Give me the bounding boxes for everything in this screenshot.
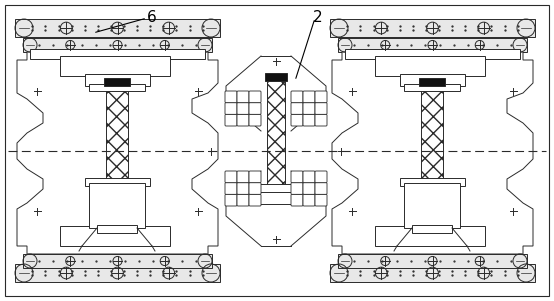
FancyBboxPatch shape bbox=[249, 103, 261, 114]
Polygon shape bbox=[17, 52, 218, 254]
FancyBboxPatch shape bbox=[315, 103, 327, 114]
Bar bbox=[85, 74, 150, 86]
FancyBboxPatch shape bbox=[249, 171, 261, 183]
Bar bbox=[256, 192, 296, 204]
Bar bbox=[338, 38, 527, 52]
Text: 2: 2 bbox=[313, 10, 323, 25]
FancyBboxPatch shape bbox=[237, 103, 249, 114]
FancyBboxPatch shape bbox=[249, 91, 261, 103]
Bar bbox=[23, 38, 212, 52]
Bar bbox=[330, 264, 535, 282]
FancyBboxPatch shape bbox=[315, 194, 327, 206]
Bar bbox=[375, 56, 485, 76]
FancyBboxPatch shape bbox=[291, 91, 303, 103]
FancyBboxPatch shape bbox=[303, 183, 315, 194]
FancyBboxPatch shape bbox=[315, 91, 327, 103]
Bar bbox=[85, 178, 150, 186]
Bar bbox=[60, 226, 170, 246]
Bar bbox=[404, 84, 460, 91]
Bar bbox=[15, 264, 220, 282]
Bar bbox=[338, 254, 527, 268]
FancyBboxPatch shape bbox=[237, 171, 249, 183]
Bar bbox=[106, 86, 128, 181]
FancyBboxPatch shape bbox=[315, 171, 327, 183]
FancyBboxPatch shape bbox=[303, 114, 315, 126]
Bar bbox=[265, 73, 287, 81]
Bar bbox=[345, 49, 520, 59]
FancyBboxPatch shape bbox=[291, 171, 303, 183]
Bar bbox=[97, 225, 137, 233]
FancyBboxPatch shape bbox=[291, 103, 303, 114]
Bar bbox=[104, 78, 130, 86]
Bar bbox=[251, 184, 301, 194]
FancyBboxPatch shape bbox=[303, 171, 315, 183]
FancyBboxPatch shape bbox=[225, 114, 237, 126]
FancyBboxPatch shape bbox=[225, 194, 237, 206]
FancyBboxPatch shape bbox=[303, 103, 315, 114]
FancyBboxPatch shape bbox=[291, 183, 303, 194]
FancyBboxPatch shape bbox=[303, 91, 315, 103]
FancyBboxPatch shape bbox=[237, 194, 249, 206]
Bar bbox=[330, 19, 535, 37]
Polygon shape bbox=[332, 52, 533, 254]
Bar bbox=[419, 78, 445, 86]
FancyBboxPatch shape bbox=[237, 114, 249, 126]
Bar bbox=[400, 74, 465, 86]
Bar bbox=[421, 86, 443, 181]
Bar bbox=[23, 254, 212, 268]
FancyBboxPatch shape bbox=[225, 171, 237, 183]
FancyBboxPatch shape bbox=[315, 114, 327, 126]
FancyBboxPatch shape bbox=[315, 183, 327, 194]
Bar bbox=[404, 183, 460, 228]
Text: 6: 6 bbox=[147, 10, 157, 25]
Bar bbox=[412, 225, 452, 233]
FancyBboxPatch shape bbox=[249, 114, 261, 126]
Bar bbox=[400, 178, 465, 186]
FancyBboxPatch shape bbox=[225, 103, 237, 114]
Bar bbox=[89, 84, 145, 91]
Bar bbox=[15, 19, 220, 37]
Bar bbox=[267, 81, 285, 186]
Bar bbox=[89, 183, 145, 228]
FancyBboxPatch shape bbox=[303, 194, 315, 206]
FancyBboxPatch shape bbox=[291, 194, 303, 206]
Bar bbox=[60, 56, 170, 76]
FancyBboxPatch shape bbox=[249, 194, 261, 206]
FancyBboxPatch shape bbox=[291, 114, 303, 126]
FancyBboxPatch shape bbox=[237, 91, 249, 103]
FancyBboxPatch shape bbox=[225, 91, 237, 103]
FancyBboxPatch shape bbox=[237, 183, 249, 194]
FancyBboxPatch shape bbox=[225, 183, 237, 194]
FancyBboxPatch shape bbox=[249, 183, 261, 194]
Bar bbox=[375, 226, 485, 246]
Bar bbox=[30, 49, 205, 59]
